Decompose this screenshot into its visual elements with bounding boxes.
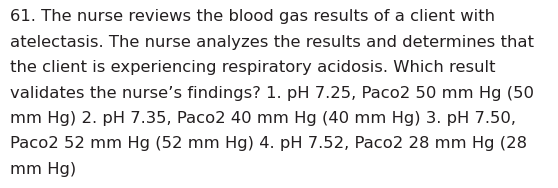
Text: 61. The nurse reviews the blood gas results of a client with: 61. The nurse reviews the blood gas resu… (10, 9, 495, 24)
Text: mm Hg): mm Hg) (10, 162, 76, 177)
Text: atelectasis. The nurse analyzes the results and determines that: atelectasis. The nurse analyzes the resu… (10, 35, 534, 50)
Text: mm Hg) 2. pH 7.35, Paco2 40 mm Hg (40 mm Hg) 3. pH 7.50,: mm Hg) 2. pH 7.35, Paco2 40 mm Hg (40 mm… (10, 111, 516, 126)
Text: Paco2 52 mm Hg (52 mm Hg) 4. pH 7.52, Paco2 28 mm Hg (28: Paco2 52 mm Hg (52 mm Hg) 4. pH 7.52, Pa… (10, 136, 527, 151)
Text: the client is experiencing respiratory acidosis. Which result: the client is experiencing respiratory a… (10, 60, 496, 75)
Text: validates the nurse’s findings? 1. pH 7.25, Paco2 50 mm Hg (50: validates the nurse’s findings? 1. pH 7.… (10, 86, 534, 101)
